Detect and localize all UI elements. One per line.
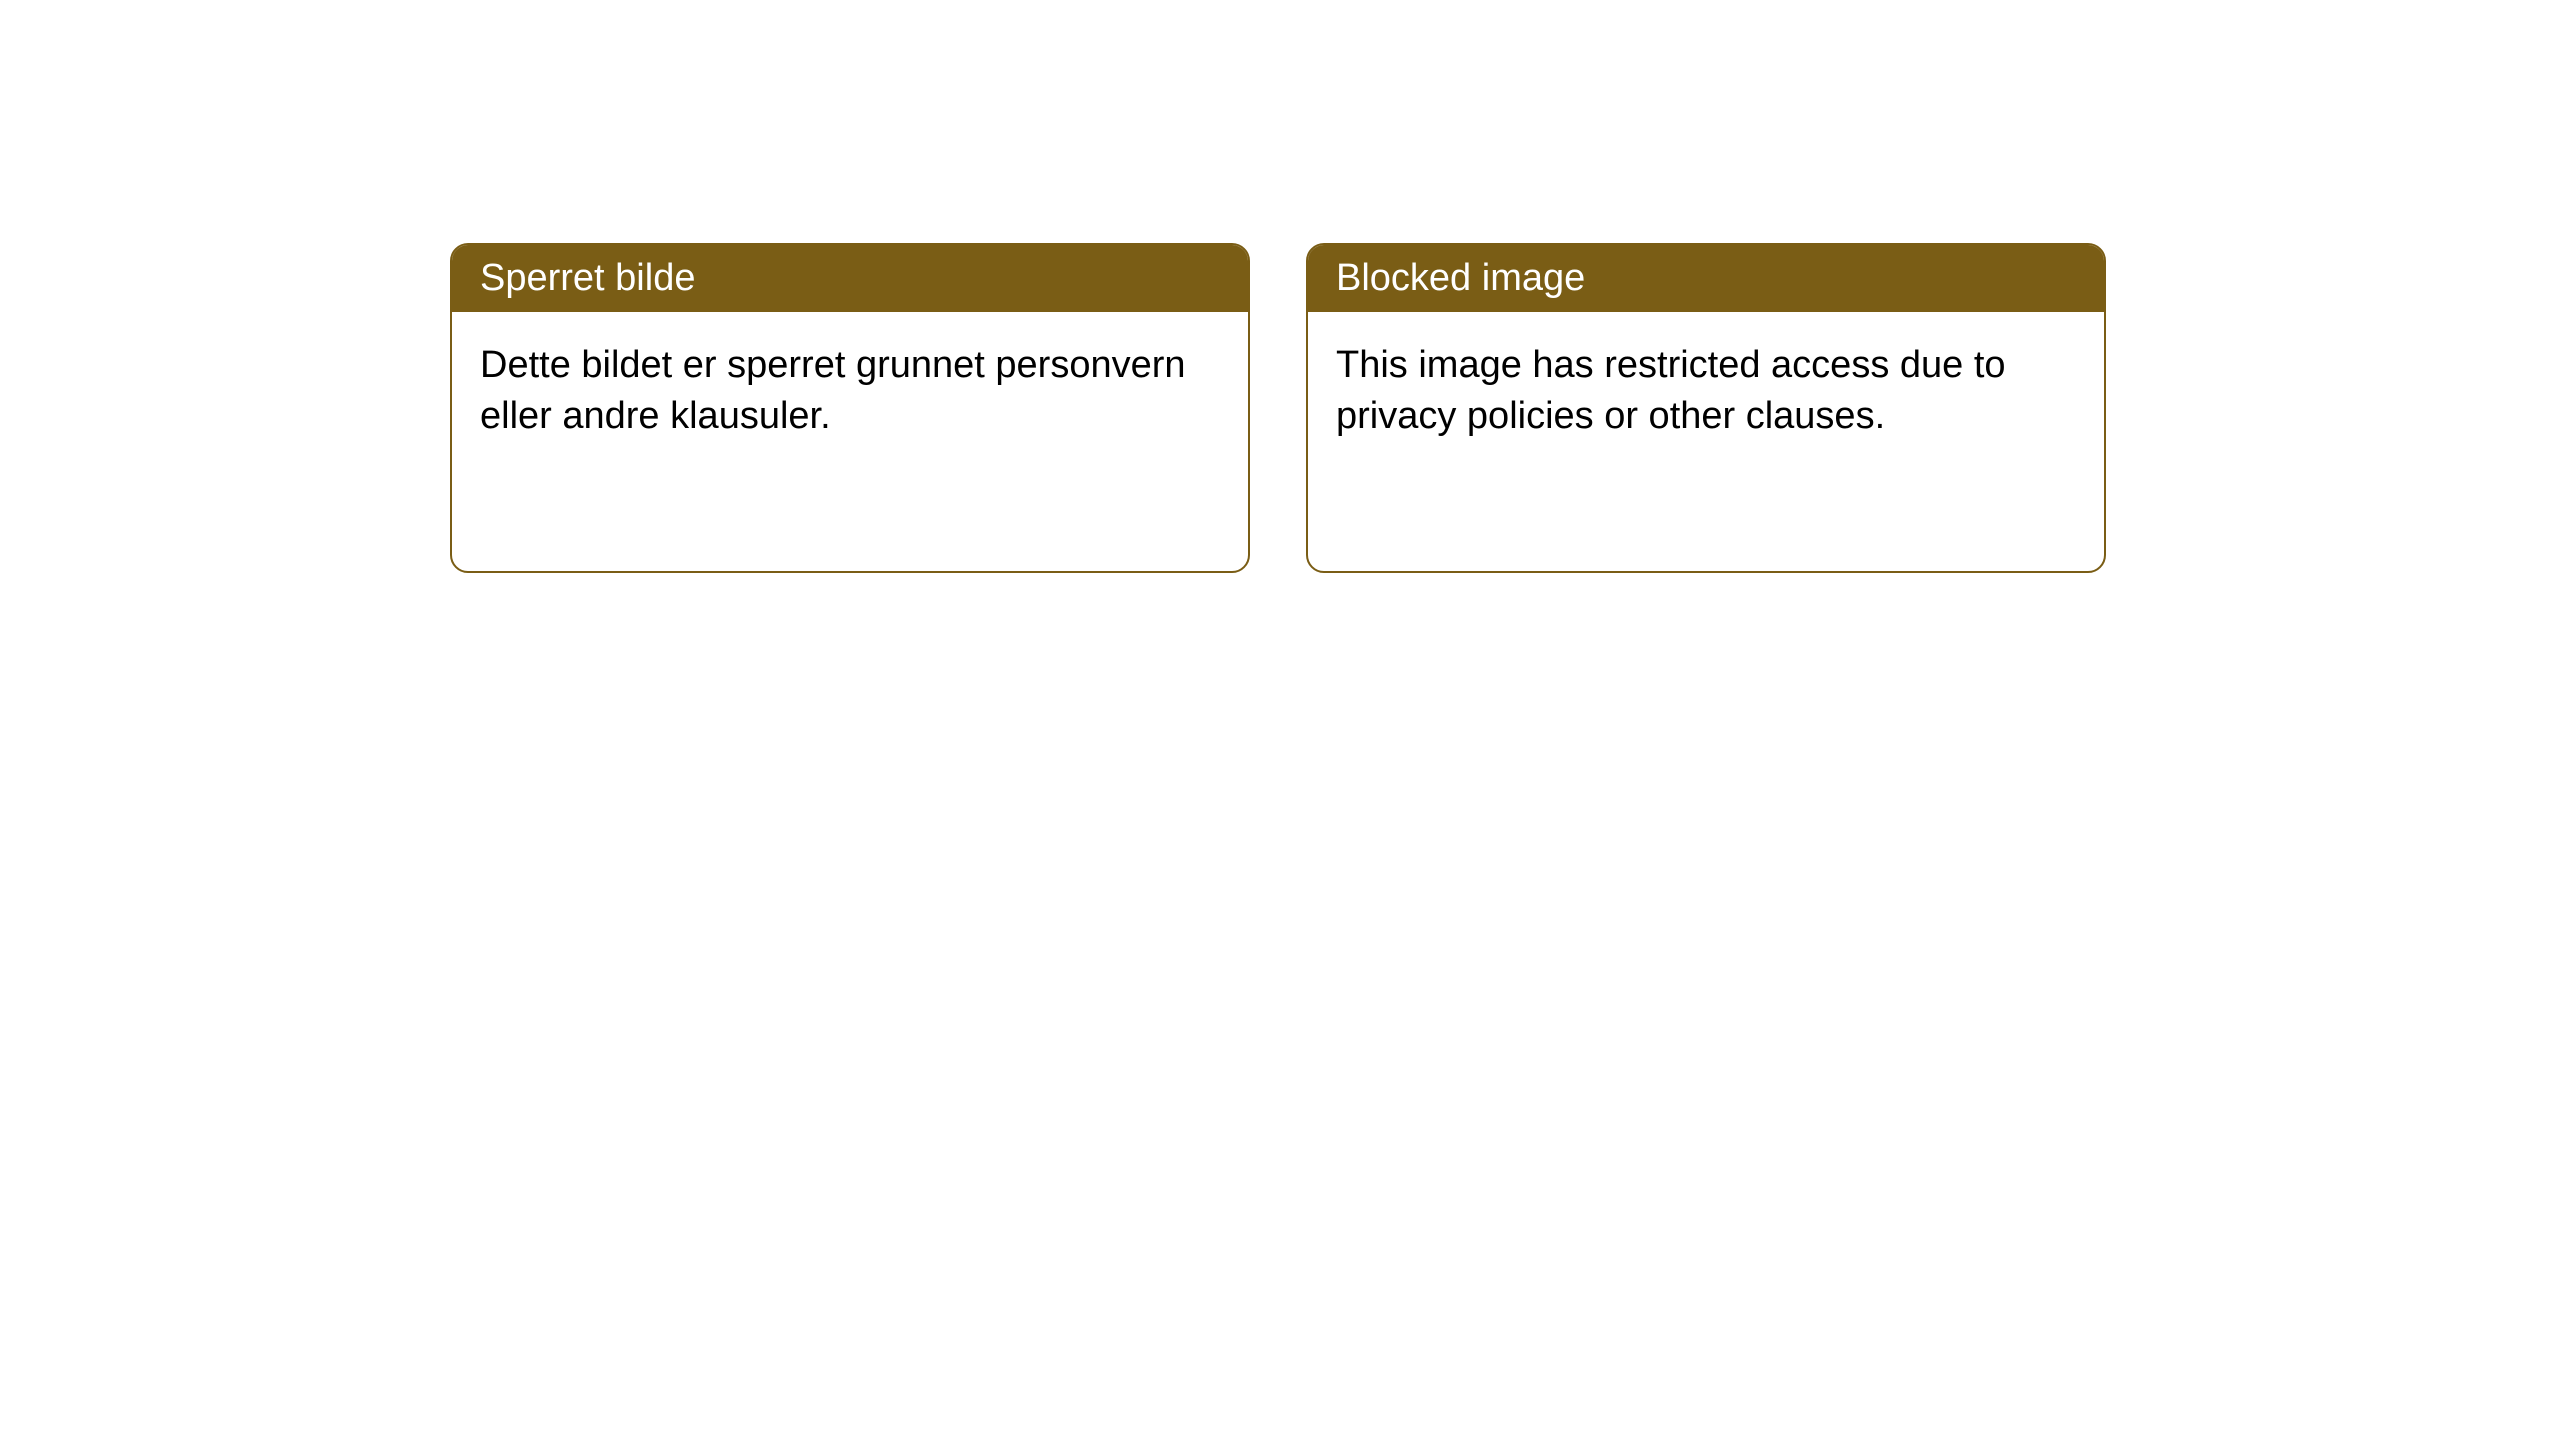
card-body-text: This image has restricted access due to … (1336, 344, 2006, 437)
card-header: Sperret bilde (452, 245, 1248, 312)
card-body: Dette bildet er sperret grunnet personve… (452, 312, 1248, 571)
notice-card-norwegian: Sperret bilde Dette bildet er sperret gr… (450, 243, 1250, 573)
card-body-text: Dette bildet er sperret grunnet personve… (480, 344, 1186, 437)
card-title: Blocked image (1336, 257, 1585, 299)
card-header: Blocked image (1308, 245, 2104, 312)
card-body: This image has restricted access due to … (1308, 312, 2104, 571)
notice-card-english: Blocked image This image has restricted … (1306, 243, 2106, 573)
card-title: Sperret bilde (480, 257, 695, 299)
notice-cards-container: Sperret bilde Dette bildet er sperret gr… (450, 243, 2106, 573)
